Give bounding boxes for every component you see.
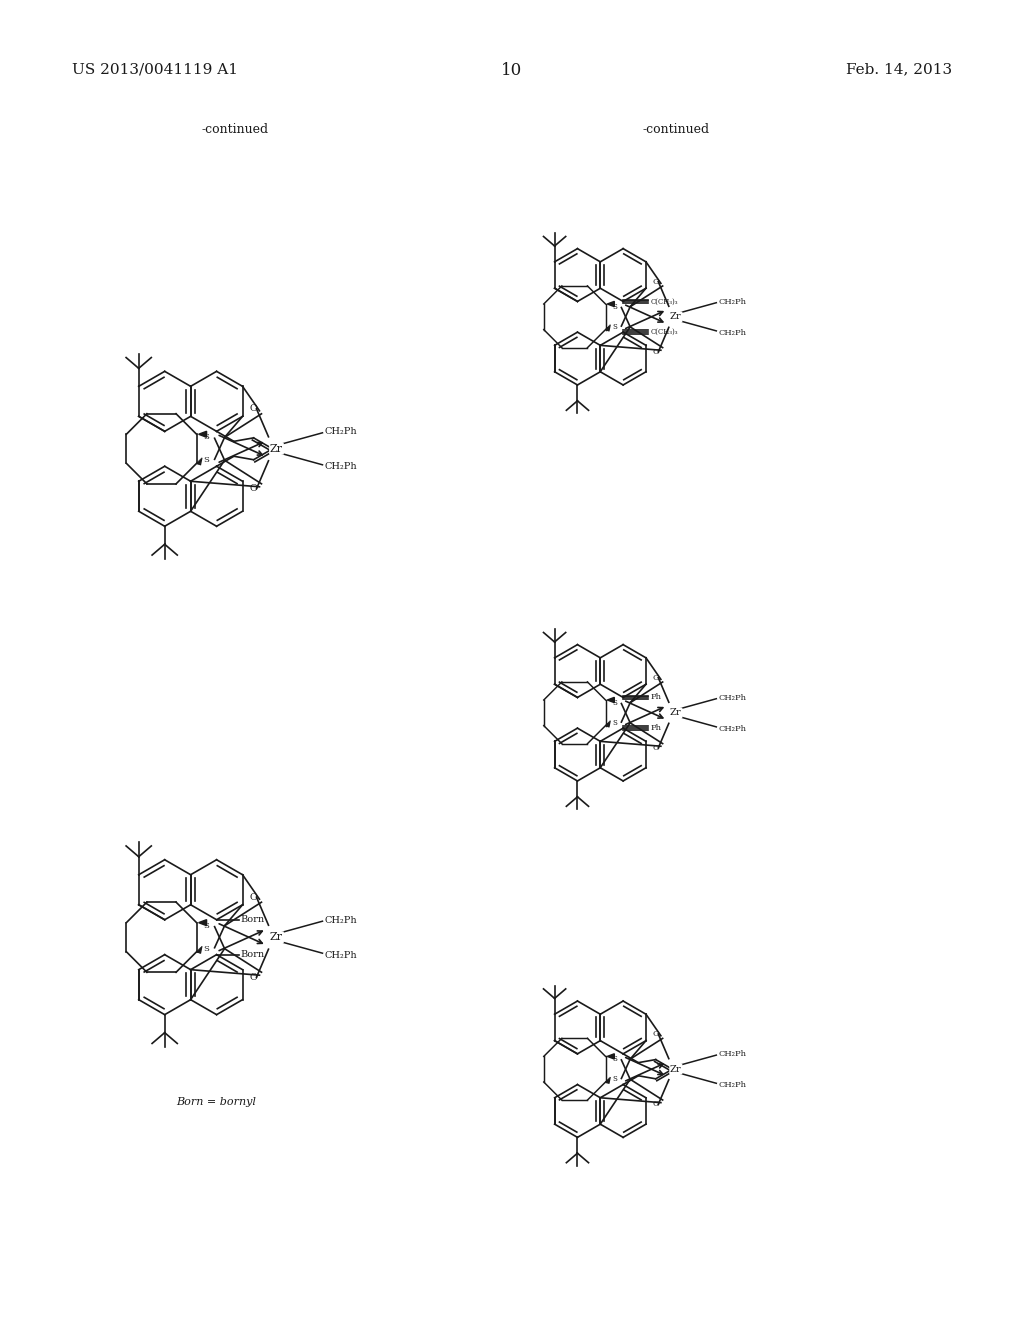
Text: CH₂Ph: CH₂Ph xyxy=(718,298,746,306)
Text: Ph: Ph xyxy=(651,725,662,733)
Text: CH₂Ph: CH₂Ph xyxy=(718,1051,746,1059)
Text: O: O xyxy=(250,892,257,902)
Text: Born: Born xyxy=(241,915,265,924)
Text: O: O xyxy=(250,484,257,494)
Polygon shape xyxy=(199,432,207,437)
Text: S: S xyxy=(204,945,210,953)
Text: S: S xyxy=(612,719,616,727)
Text: S: S xyxy=(204,921,210,929)
Text: CH₂Ph: CH₂Ph xyxy=(325,916,357,925)
Text: O: O xyxy=(652,673,659,681)
Polygon shape xyxy=(607,697,614,702)
Text: S: S xyxy=(204,457,210,465)
Text: S: S xyxy=(612,1055,616,1063)
Text: S: S xyxy=(204,433,210,441)
Text: Feb. 14, 2013: Feb. 14, 2013 xyxy=(846,62,952,77)
Text: O: O xyxy=(250,973,257,982)
Text: C(CH₃)₃: C(CH₃)₃ xyxy=(651,297,678,305)
Text: O: O xyxy=(250,404,257,413)
Text: O: O xyxy=(652,1030,659,1038)
Text: O: O xyxy=(652,1101,659,1109)
Text: US 2013/0041119 A1: US 2013/0041119 A1 xyxy=(72,62,238,77)
Text: CH₂Ph: CH₂Ph xyxy=(325,462,357,471)
Text: S: S xyxy=(612,302,616,310)
Text: CH₂Ph: CH₂Ph xyxy=(718,329,746,337)
Polygon shape xyxy=(607,1053,614,1059)
Text: S: S xyxy=(612,1076,616,1084)
Polygon shape xyxy=(607,301,614,306)
Text: Ph: Ph xyxy=(651,693,662,701)
Text: O: O xyxy=(652,744,659,752)
Text: CH₂Ph: CH₂Ph xyxy=(325,950,357,960)
Text: -continued: -continued xyxy=(642,123,710,136)
Text: Zr: Zr xyxy=(670,313,682,321)
Text: Zr: Zr xyxy=(270,444,283,454)
Text: S: S xyxy=(612,323,616,331)
Text: CH₂Ph: CH₂Ph xyxy=(718,725,746,733)
Text: Zr: Zr xyxy=(670,709,682,717)
Text: O: O xyxy=(652,277,659,285)
Text: Zr: Zr xyxy=(670,1065,682,1073)
Text: CH₂Ph: CH₂Ph xyxy=(325,428,357,437)
Text: O: O xyxy=(652,348,659,356)
Text: Zr: Zr xyxy=(270,932,283,942)
Polygon shape xyxy=(199,920,207,925)
Text: CH₂Ph: CH₂Ph xyxy=(718,694,746,702)
Text: CH₂Ph: CH₂Ph xyxy=(718,1081,746,1089)
Text: C(CH₃)₃: C(CH₃)₃ xyxy=(651,329,678,337)
Text: -continued: -continued xyxy=(202,123,269,136)
Text: Born = bornyl: Born = bornyl xyxy=(176,1097,256,1107)
Text: Born: Born xyxy=(241,950,265,960)
Text: S: S xyxy=(612,698,616,706)
Text: 10: 10 xyxy=(502,62,522,79)
